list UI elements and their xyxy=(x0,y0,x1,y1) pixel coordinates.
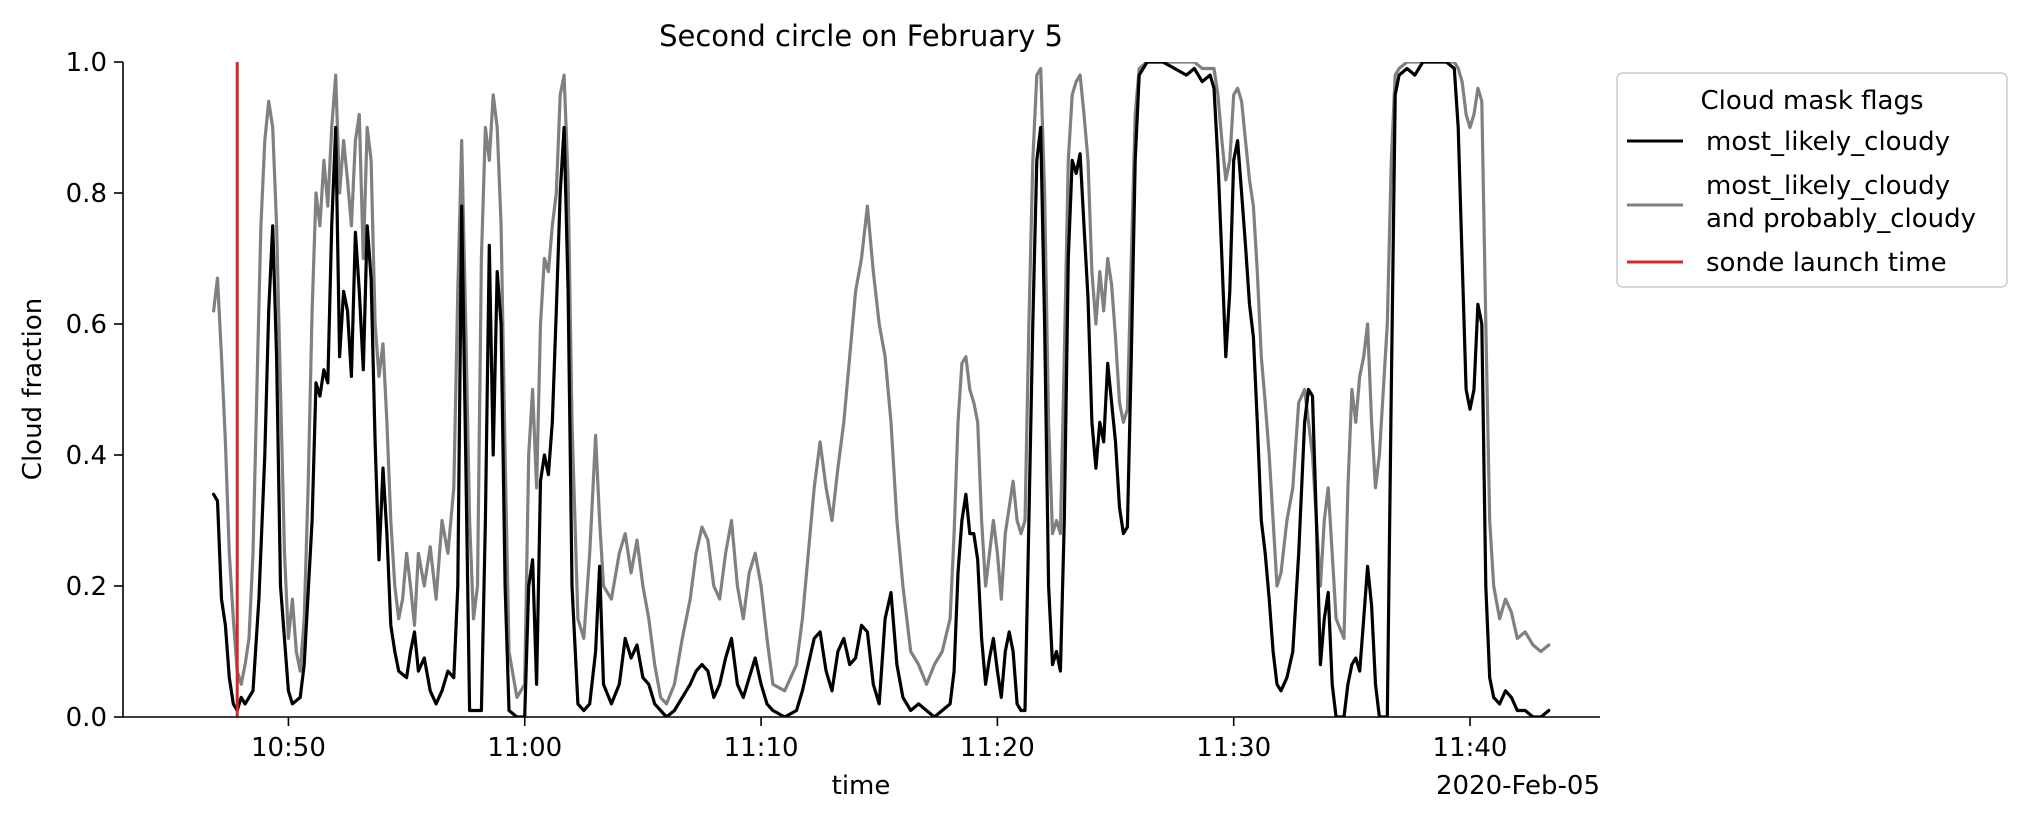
x-ticks: 10:50 11:00 11:10 11:20 11:30 11:40 xyxy=(251,717,1508,763)
y-tick-label: 0.2 xyxy=(66,572,107,602)
y-tick-label: 0.6 xyxy=(66,310,107,340)
chart-title: Second circle on February 5 xyxy=(659,19,1063,53)
x-tick-label: 11:30 xyxy=(1196,733,1271,763)
series-layer xyxy=(212,62,1551,717)
date-label: 2020-Feb-05 xyxy=(1436,771,1600,801)
legend-label-probably-cloudy-line1: most_likely_cloudy xyxy=(1706,171,1950,201)
x-tick-label: 11:40 xyxy=(1433,733,1508,763)
legend-box xyxy=(1616,72,2008,288)
y-tick-label: 0.0 xyxy=(66,703,107,733)
x-tick-label: 11:20 xyxy=(960,733,1035,763)
legend: Cloud mask flags most_likely_cloudy most… xyxy=(1616,72,2008,288)
x-tick-label: 11:00 xyxy=(487,733,562,763)
plot-area: 10:50 11:00 11:10 11:20 11:30 11:40 0.0 0.2 0.4… xyxy=(66,48,1600,763)
legend-label-sonde-launch: sonde launch time xyxy=(1706,248,1947,278)
legend-label-probably-cloudy-line2: and probably_cloudy xyxy=(1706,204,1976,234)
x-tick-label: 10:50 xyxy=(251,733,326,763)
x-axis-label: time xyxy=(832,771,891,801)
series-line-most-likely-cloudy xyxy=(212,62,1551,717)
y-tick-label: 0.4 xyxy=(66,441,107,471)
y-tick-label: 0.8 xyxy=(66,179,107,209)
legend-label-most-likely-cloudy: most_likely_cloudy xyxy=(1706,127,1950,157)
x-tick-label: 11:10 xyxy=(724,733,799,763)
series-line-most-likely-cloudy-and-probably-cloudy xyxy=(212,62,1551,706)
legend-title: Cloud mask flags xyxy=(1700,86,1923,116)
y-axis-label: Cloud fraction xyxy=(18,298,48,480)
y-tick-label: 1.0 xyxy=(66,48,107,78)
y-ticks: 0.0 0.2 0.4 0.6 0.8 1.0 xyxy=(66,48,123,733)
